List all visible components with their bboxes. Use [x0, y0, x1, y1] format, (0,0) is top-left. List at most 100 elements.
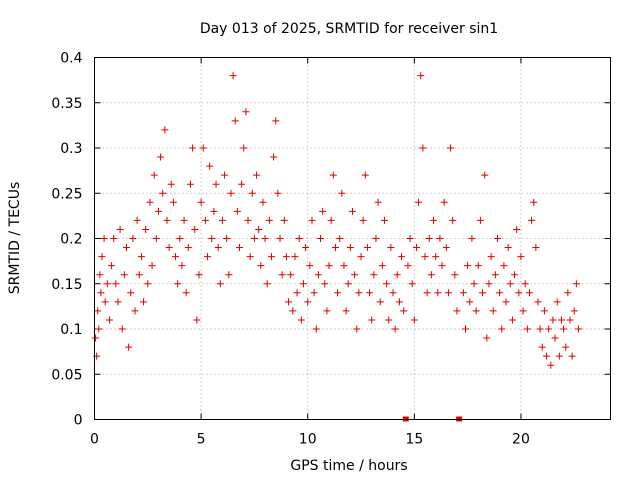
data-point: [255, 225, 263, 233]
plot-frame: [94, 57, 611, 420]
data-point: [319, 207, 327, 215]
data-point: [508, 316, 516, 324]
data-point: [229, 72, 237, 80]
data-point: [442, 244, 450, 252]
data-point: [340, 262, 348, 270]
data-point: [98, 253, 106, 261]
x-tick-labels: 0 5 10 15 20: [90, 432, 530, 448]
data-point: [538, 343, 546, 351]
data-point: [346, 244, 354, 252]
data-point: [242, 108, 250, 116]
data-point: [144, 280, 152, 288]
data-point: [476, 216, 484, 224]
data-point: [280, 216, 288, 224]
data-point: [96, 271, 104, 279]
x-tick-label: 10: [299, 432, 317, 448]
data-point: [359, 216, 367, 224]
data-point: [97, 289, 105, 297]
data-point: [513, 225, 521, 233]
y-tick-label: 0.25: [51, 186, 82, 202]
data-point: [560, 325, 568, 333]
y-tick-label: 0: [74, 413, 83, 429]
data-point: [376, 298, 384, 306]
data-point: [557, 316, 565, 324]
data-point: [342, 307, 350, 315]
data-point: [133, 216, 141, 224]
data-point: [370, 271, 378, 279]
data-point: [174, 280, 182, 288]
data-point: [129, 235, 137, 242]
y-tick-label: 0.4: [60, 51, 82, 67]
data-point: [506, 280, 514, 288]
data-point: [530, 198, 538, 206]
data-point: [152, 235, 160, 242]
data-point: [434, 289, 442, 297]
data-point: [201, 216, 209, 224]
data-point: [427, 271, 435, 279]
data-point: [344, 280, 352, 288]
data-point: [502, 298, 510, 306]
data-point: [323, 307, 331, 315]
data-point: [244, 216, 252, 224]
data-point: [122, 244, 130, 252]
data-point: [511, 271, 519, 279]
data-point: [206, 162, 214, 170]
data-point: [498, 325, 506, 333]
data-point: [485, 280, 493, 288]
data-point: [525, 289, 533, 297]
data-point: [112, 280, 120, 288]
data-point: [140, 298, 148, 306]
data-point: [378, 262, 386, 270]
data-point: [195, 271, 203, 279]
data-point: [92, 334, 100, 342]
y-tick-label: 0.05: [51, 367, 82, 383]
data-point: [125, 343, 133, 351]
data-point: [361, 171, 369, 179]
y-tick-label: 0.15: [51, 277, 82, 293]
data-point: [225, 271, 233, 279]
data-point: [137, 253, 145, 261]
chart-title: Day 013 of 2025, SRMTID for receiver sin…: [200, 21, 498, 37]
data-point: [131, 307, 139, 315]
data-point: [154, 207, 162, 215]
data-point: [101, 298, 109, 306]
data-point: [423, 289, 431, 297]
data-point: [291, 253, 299, 261]
data-point: [545, 325, 553, 333]
data-point: [447, 144, 455, 152]
data-point: [357, 253, 365, 261]
data-point: [440, 198, 448, 206]
data-point: [389, 289, 397, 297]
data-point: [163, 216, 171, 224]
data-point: [570, 307, 578, 315]
data-point: [338, 189, 346, 197]
data-point: [197, 198, 205, 206]
data-point: [519, 307, 527, 315]
data-point: [94, 307, 102, 315]
data-point: [278, 271, 286, 279]
data-point: [549, 316, 557, 324]
data-point: [274, 189, 282, 197]
data-point: [270, 153, 278, 161]
x-tick-label: 0: [90, 432, 99, 448]
data-point: [172, 253, 180, 261]
x-axis-label: GPS time / hours: [290, 458, 407, 474]
data-point: [438, 262, 446, 270]
data-point: [551, 334, 559, 342]
data-point: [523, 325, 531, 333]
data-point: [331, 244, 339, 252]
data-point: [575, 325, 583, 333]
data-point: [430, 216, 438, 224]
data-point: [500, 262, 508, 270]
data-point: [536, 325, 544, 333]
data-point: [504, 244, 512, 252]
y-tick-label: 0.2: [60, 232, 82, 248]
data-point: [321, 280, 329, 288]
data-point: [555, 352, 563, 360]
data-point: [248, 189, 256, 197]
data-point: [127, 289, 135, 297]
data-point: [114, 298, 122, 306]
data-point: [432, 253, 440, 261]
data-point: [528, 216, 536, 224]
